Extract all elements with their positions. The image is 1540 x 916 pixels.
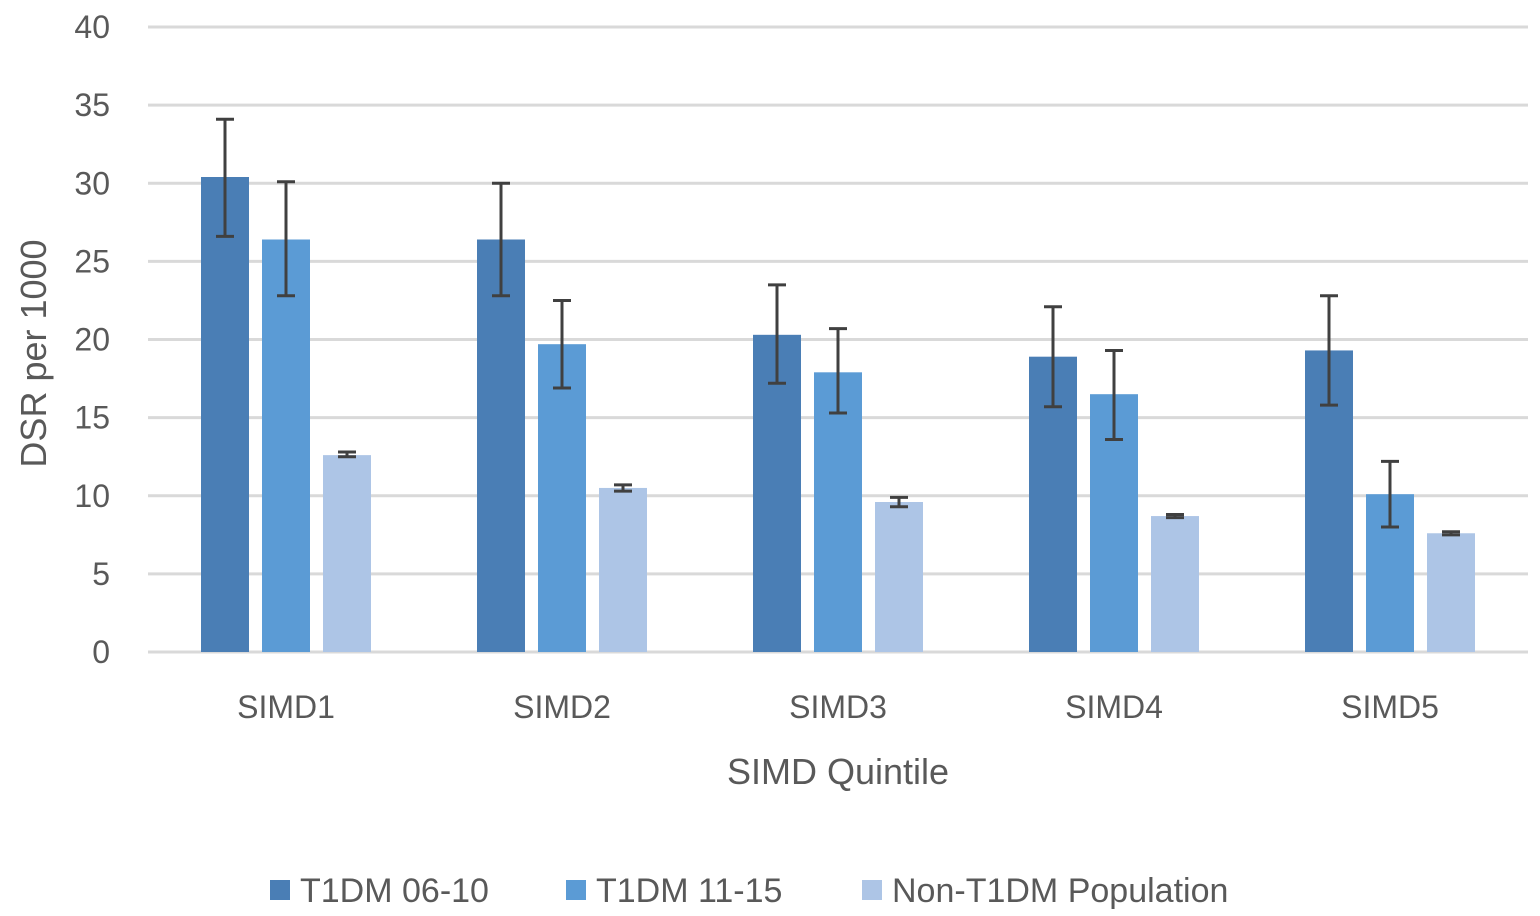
y-axis-title: DSR per 1000: [13, 239, 54, 467]
y-axis-ticks: 0 5 10 15 20 25 30 35 40: [74, 9, 110, 670]
legend-swatch: [270, 880, 290, 900]
y-tick-label: 5: [92, 556, 110, 592]
bar: [262, 239, 310, 652]
y-tick-label: 35: [74, 87, 110, 123]
x-tick-label: SIMD2: [513, 689, 611, 725]
x-tick-label: SIMD4: [1065, 689, 1163, 725]
bar: [1427, 533, 1475, 652]
y-tick-label: 20: [74, 322, 110, 358]
x-tick-label: SIMD1: [237, 689, 335, 725]
bar: [323, 455, 371, 652]
legend-swatch: [566, 880, 586, 900]
x-axis-title: SIMD Quintile: [727, 751, 949, 792]
bar: [599, 487, 647, 652]
bar: [753, 334, 801, 652]
bars: [201, 177, 1475, 652]
y-tick-label: 40: [74, 9, 110, 45]
bar: [814, 372, 862, 652]
y-tick-label: 10: [74, 478, 110, 514]
error-bars: [216, 117, 1460, 537]
bar: [875, 502, 923, 652]
y-tick-label: 30: [74, 165, 110, 201]
x-tick-label: SIMD5: [1341, 689, 1439, 725]
bar: [477, 239, 525, 652]
x-axis-ticks: SIMD1 SIMD2 SIMD3 SIMD4 SIMD5: [237, 689, 1439, 725]
y-tick-label: 15: [74, 400, 110, 436]
legend: T1DM 06-10 T1DM 11-15 Non-T1DM Population: [270, 872, 1228, 910]
legend-label: T1DM 11-15: [596, 872, 782, 910]
legend-label: Non-T1DM Population: [892, 872, 1228, 910]
y-tick-label: 0: [92, 634, 110, 670]
bar: [1151, 516, 1199, 652]
x-tick-label: SIMD3: [789, 689, 887, 725]
legend-label: T1DM 06-10: [300, 872, 489, 910]
bar: [201, 177, 249, 652]
legend-swatch: [862, 880, 882, 900]
y-tick-label: 25: [74, 243, 110, 279]
bar: [538, 344, 586, 652]
